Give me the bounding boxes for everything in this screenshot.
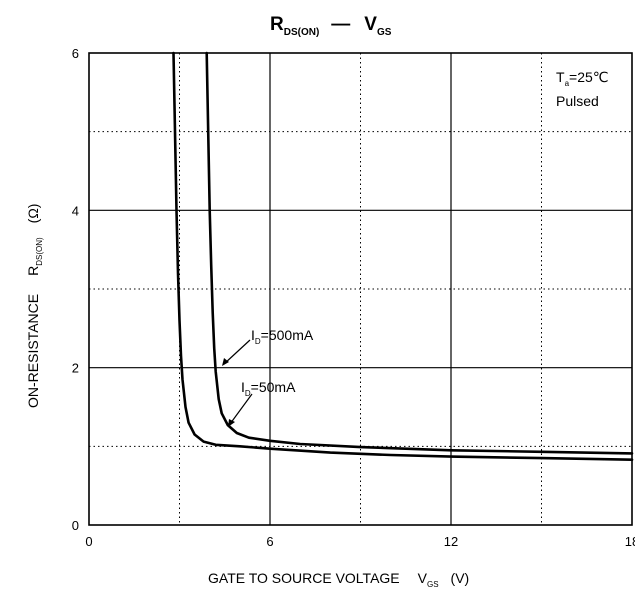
y-tick-label: 4 (72, 203, 79, 218)
condition-temp-rest: =25℃ (569, 69, 608, 85)
x-tick-label: 0 (85, 534, 92, 549)
arrow-id-500ma (223, 339, 251, 365)
x-tick-label: 12 (444, 534, 458, 549)
series-label-50-main: I (241, 379, 245, 395)
arrow-id-50ma (229, 393, 253, 425)
x-axis-label-unit: (V) (451, 570, 470, 586)
x-axis-label-text: GATE TO SOURCE VOLTAGE (208, 570, 400, 586)
title-right-sub: GS (377, 27, 392, 38)
y-axis-label-text: ON-RESISTANCE (25, 294, 41, 408)
condition-temp-main: T (556, 69, 565, 85)
plot-frame (88, 52, 633, 526)
arrowhead-id-500ma (222, 358, 229, 366)
y-tick-label: 0 (72, 518, 79, 533)
condition-pulsed: Pulsed (556, 93, 599, 109)
x-tick-label: 18 (625, 534, 635, 549)
y-tick-label: 6 (72, 46, 79, 61)
y-tick-label: 2 (72, 361, 79, 376)
series-line-id-500ma (205, 51, 634, 455)
series-curves (172, 51, 634, 461)
series-label-50-rest: =50mA (251, 379, 296, 395)
series-label-50-sub: D (245, 389, 251, 398)
chart-title: RDS(ON) — VGS (270, 14, 392, 38)
title-main-sub: DS(ON) (284, 27, 320, 38)
x-axis-label-var: V (418, 570, 428, 586)
x-axis-label-sub: GS (427, 580, 439, 589)
y-axis-label-unit: (Ω) (25, 204, 41, 224)
y-axis-label: ON-RESISTANCE RDS(ON) (Ω) (25, 204, 44, 408)
series-label-500-main: I (251, 327, 255, 343)
condition-temperature: Ta=25℃ (556, 69, 609, 88)
x-axis-label: GATE TO SOURCE VOLTAGE VGS (V) (208, 570, 469, 589)
title-right: V (364, 14, 377, 35)
arrowhead-id-50ma (228, 419, 235, 427)
grid-lines (88, 52, 633, 526)
title-dash: — (331, 14, 350, 35)
y-axis-label-var: R (25, 266, 41, 276)
condition-temp-sub: a (565, 79, 570, 88)
x-tick-label: 6 (266, 534, 273, 549)
series-label-id-50ma: ID=50mA (241, 379, 296, 398)
y-axis-label-sub: DS(ON) (35, 237, 44, 266)
title-main: R (270, 14, 284, 35)
series-line-id-50ma (172, 51, 634, 461)
series-label-id-500ma: ID=500mA (251, 327, 314, 346)
series-label-500-sub: D (255, 337, 261, 346)
series-label-500-rest: =500mA (261, 327, 314, 343)
